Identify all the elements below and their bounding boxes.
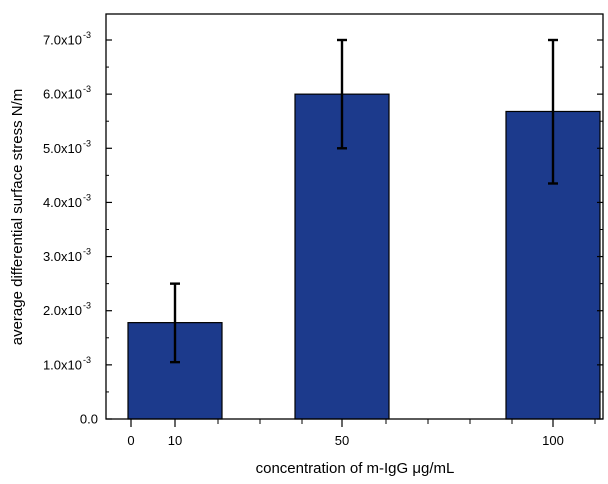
y-tick-label: 0.0 <box>80 412 98 427</box>
x-tick-label: 100 <box>542 433 564 448</box>
y-axis: 0.01.0x10 -32.0x10 -33.0x10 -34.0x10 -35.0x1… <box>43 30 603 427</box>
y-tick-exponent: -3 <box>83 138 91 148</box>
plot-frame <box>105 13 604 420</box>
bars-layer <box>127 93 601 420</box>
x-tick-label: 50 <box>335 433 349 448</box>
error-bars-layer <box>170 38 558 364</box>
y-tick-label: 3.0x10 <box>43 249 82 264</box>
x-axis-title: concentration of m-IgG μg/mL <box>256 460 455 477</box>
y-tick-exponent: -3 <box>83 192 91 202</box>
y-tick-label: 2.0x10 <box>43 303 82 318</box>
y-tick-label: 4.0x10 <box>43 195 82 210</box>
x-axis: 0 10 50 100 <box>127 419 596 448</box>
y-tick-exponent: -3 <box>83 84 91 94</box>
y-tick-label: 6.0x10 <box>43 87 82 102</box>
y-axis-title: average differential surface stress N/m <box>9 89 26 346</box>
y-tick-label: 1.0x10 <box>43 357 82 372</box>
x-tick-label: 0 <box>127 433 134 448</box>
y-tick-exponent: -3 <box>83 247 91 257</box>
x-tick-label: 10 <box>168 433 182 448</box>
y-tick-exponent: -3 <box>83 355 91 365</box>
y-tick-exponent: -3 <box>83 30 91 40</box>
y-tick-label: 5.0x10 <box>43 141 82 156</box>
y-tick-label: 7.0x10 <box>43 33 82 48</box>
y-tick-exponent: -3 <box>83 301 91 311</box>
